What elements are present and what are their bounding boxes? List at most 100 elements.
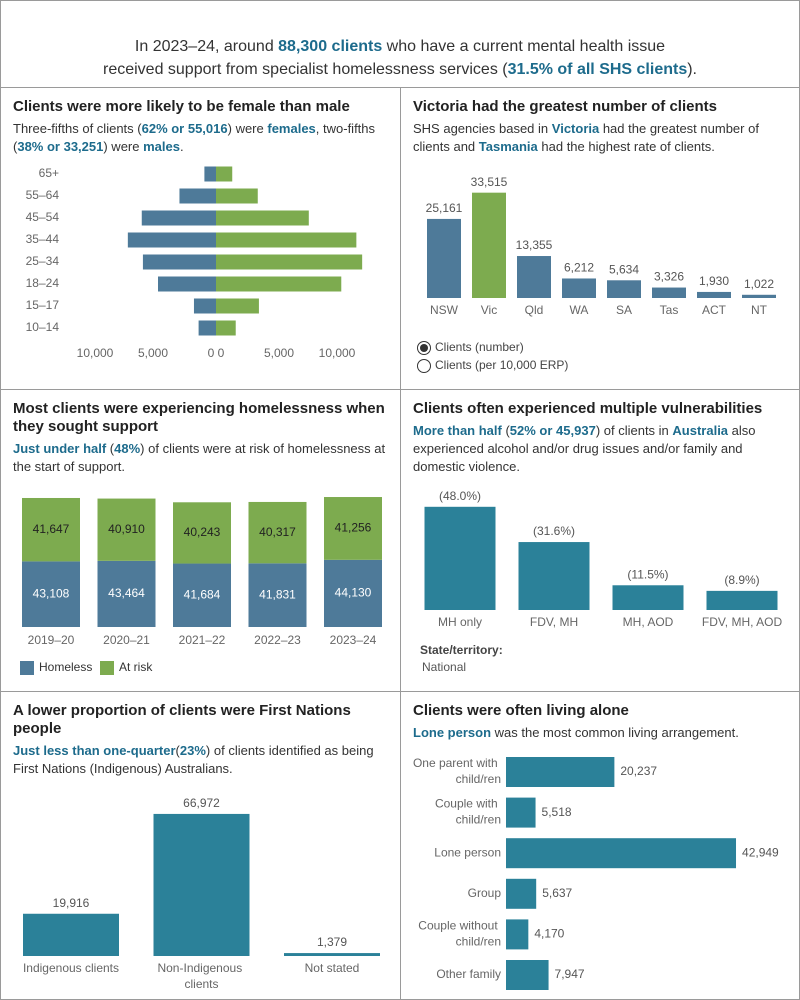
bar (142, 254, 216, 270)
bar-segment (22, 497, 80, 562)
value-label: 43,108 (33, 586, 70, 600)
panel-subtitle: SHS agencies based in Victoria had the g… (413, 120, 787, 156)
bar (216, 298, 259, 314)
subtitle-text: Tasmania (478, 139, 538, 154)
chart: 43,108 41,647 2019–20 43,464 40,910 2020–21 41… (20, 497, 382, 675)
bar-segment (173, 502, 231, 564)
radio-label[interactable]: Clients (number) (435, 340, 524, 354)
subtitle-text: . (179, 139, 184, 154)
value-label: 41,831 (259, 587, 296, 601)
value-label: 66,972 (183, 796, 220, 810)
subtitle-text: 38% or 33,251 (17, 139, 104, 154)
bar (284, 953, 380, 956)
chart: 65+ 55–64 45–54 35–44 25–34 18–24 15–17 10–14 10… (26, 166, 363, 360)
value-label: 5,637 (542, 886, 572, 900)
legend-label: Homeless (39, 660, 92, 674)
subtitle-text: had the greatest number of clients and (413, 121, 759, 154)
legend-swatch (20, 661, 34, 675)
bar (204, 166, 216, 182)
value-label: 20,237 (620, 764, 657, 778)
x-tick-label: FDV, MH (530, 615, 578, 629)
subtitle-text: Just under half (13, 441, 107, 456)
value-label: 13,355 (516, 238, 553, 252)
x-tick-label: Indigenous clients (23, 961, 119, 975)
x-tick-label: FDV, MH, AOD (702, 615, 783, 629)
x-tick-label: NT (751, 303, 768, 317)
y-tick-label: 15–17 (26, 298, 60, 312)
bar (153, 813, 250, 956)
panel: Victoria had the greatest number of clie… (400, 88, 799, 389)
panel: Clients were more likely to be female th… (1, 88, 400, 389)
value-label: 7,947 (555, 967, 585, 981)
y-tick-label: 35–44 (26, 232, 60, 246)
y-tick-label: 10–14 (26, 320, 60, 334)
y-tick-label: One parent with child/ren (413, 756, 501, 786)
value-label: (8.9%) (724, 573, 759, 587)
bar (179, 188, 216, 204)
bar (216, 276, 342, 292)
chart: 19,916 Indigenous clients 66,972 Non-Indige… (23, 796, 380, 991)
x-tick-label: WA (570, 303, 589, 317)
value-label: 19,916 (53, 896, 90, 910)
value-label: 5,634 (609, 262, 639, 276)
bar (472, 192, 506, 298)
x-tick-label: 10,000 (319, 346, 356, 360)
subtitle-text: ( (106, 441, 115, 456)
bar (23, 913, 119, 956)
value-label: 5,518 (542, 805, 572, 819)
subtitle-text: More than half (413, 423, 502, 438)
chart: 25,161 NSW 33,515 Vic 13,355 Qld 6,212 WA 5,634 S… (417, 175, 776, 373)
y-tick-label: Lone person (434, 845, 501, 859)
subtitle-text: females (267, 121, 316, 136)
label-line: child/ren (456, 935, 501, 949)
subtitle-text: ) of clients identified as being First N… (13, 743, 374, 776)
panel-subtitle: Three-fifths of clients (62% or 55,016) … (13, 120, 388, 156)
radio-label[interactable]: Clients (per 10,000 ERP) (435, 358, 568, 372)
bar (216, 166, 233, 182)
subtitle-text: 23% (179, 743, 206, 758)
value-label: 1,022 (744, 277, 774, 291)
panel: A lower proportion of clients were First… (1, 691, 400, 999)
y-tick-label: Couple with child/ren (435, 797, 501, 827)
x-tick-label: 10,000 (77, 346, 114, 360)
title-text: Victoria had the greatest number of clie… (413, 98, 717, 115)
subtitle-text: ) of clients in (595, 423, 673, 438)
bar (506, 797, 536, 828)
header-text: 88,300 clients (278, 38, 383, 55)
panel-title: Clients often experienced multiple vulne… (413, 400, 787, 476)
bar-segment (324, 497, 382, 560)
header-text: received support from specialist homeles… (102, 61, 508, 78)
bar (216, 320, 236, 336)
radio-button[interactable] (417, 359, 431, 373)
value-label: 41,256 (335, 521, 372, 535)
panel-title: Clients were more likely to be female th… (13, 98, 388, 156)
x-tick-label: 2023–24 (330, 633, 377, 647)
panel: Clients often experienced multiple vulne… (400, 389, 799, 691)
bar (506, 960, 549, 990)
bar-segment (173, 563, 231, 627)
value-label: 6,212 (564, 261, 594, 275)
panel-title: Most clients were experiencing homelessn… (13, 400, 388, 476)
y-tick-label: Couple without child/ren (418, 919, 501, 949)
bar (198, 320, 216, 336)
bar-segment (248, 563, 307, 627)
x-tick-label: Tas (660, 303, 679, 317)
bar (612, 585, 684, 610)
value-label: 44,130 (335, 586, 372, 600)
filter-value: National (422, 660, 466, 674)
title-text: A lower proportion of clients were First… (13, 702, 351, 737)
bar (697, 291, 731, 298)
value-label: 42,949 (742, 845, 779, 859)
panel-title: Victoria had the greatest number of clie… (413, 98, 787, 156)
subtitle-text: Three-fifths of clients ( (13, 121, 142, 136)
bar-segment (97, 498, 156, 561)
panel-subtitle: Lone person was the most common living a… (413, 724, 787, 742)
chart: 20,237 One parent with child/ren 5,518 Coup… (413, 756, 779, 990)
x-tick-label: 2019–20 (28, 633, 75, 647)
value-label: 43,464 (108, 586, 145, 600)
legend-label: At risk (119, 660, 153, 674)
bar-segment (248, 501, 307, 564)
bar-segment (22, 561, 80, 627)
bar (141, 210, 216, 226)
panel-subtitle: Just under half (48%) of clients were at… (13, 440, 388, 476)
